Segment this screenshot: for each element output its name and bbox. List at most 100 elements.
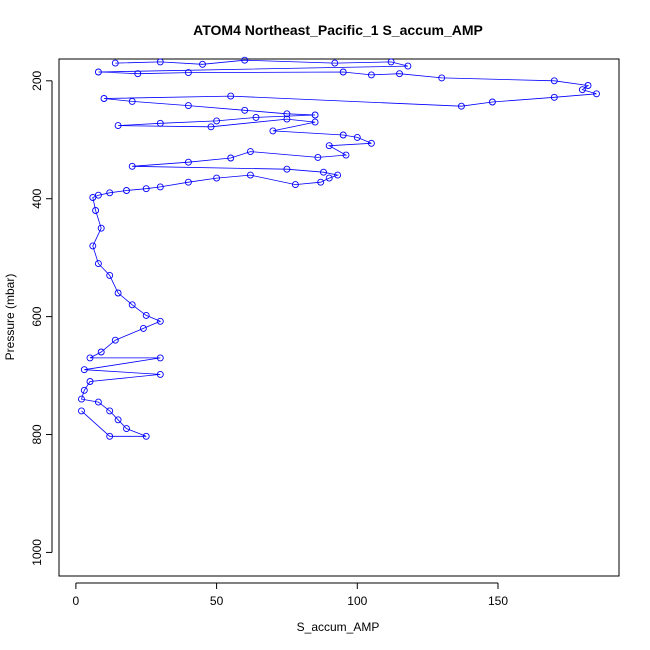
- data-point: [387, 58, 395, 66]
- data-point: [252, 113, 260, 121]
- data-point: [367, 139, 375, 147]
- series-line: [80, 59, 597, 437]
- data-point: [241, 56, 249, 64]
- data-point: [283, 110, 291, 118]
- data-point: [246, 171, 254, 179]
- data-point: [142, 432, 150, 440]
- data-point: [325, 142, 333, 150]
- data-point: [80, 366, 88, 374]
- data-point: [488, 98, 496, 106]
- data-point: [106, 407, 114, 415]
- data-point: [353, 133, 361, 141]
- data-point: [156, 183, 164, 191]
- data-point: [334, 171, 342, 179]
- data-point: [241, 106, 249, 114]
- data-point: [314, 153, 322, 161]
- data-point: [94, 260, 102, 268]
- data-point: [114, 416, 122, 424]
- plot-frame: [58, 58, 620, 577]
- data-point: [156, 354, 164, 362]
- x-tick-label: 50: [210, 594, 224, 608]
- data-point: [114, 122, 122, 130]
- data-point: [438, 74, 446, 82]
- data-point: [342, 151, 350, 159]
- series-layer: [78, 56, 600, 440]
- data-point: [317, 178, 325, 186]
- data-point: [114, 289, 122, 297]
- data-point: [111, 59, 119, 67]
- data-point: [213, 174, 221, 182]
- data-point: [199, 60, 206, 68]
- data-point: [128, 162, 136, 170]
- y-axis: 200 400 600 800 1000: [30, 70, 53, 566]
- data-point: [106, 432, 114, 440]
- y-tick-label: 800: [30, 424, 44, 444]
- data-point: [156, 370, 164, 378]
- data-point: [92, 207, 100, 214]
- data-point: [404, 62, 412, 70]
- data-point: [213, 117, 221, 125]
- data-point: [100, 95, 108, 102]
- data-point: [123, 187, 130, 194]
- data-point: [94, 398, 102, 406]
- data-point: [106, 189, 114, 197]
- y-tick-label: 1000: [30, 539, 44, 566]
- data-point: [584, 82, 592, 89]
- data-point: [89, 194, 97, 201]
- data-point: [184, 69, 192, 77]
- data-point: [457, 102, 465, 110]
- x-tick-label: 150: [488, 594, 508, 608]
- data-point: [311, 111, 319, 119]
- data-point: [156, 58, 164, 66]
- data-point: [111, 336, 119, 344]
- data-point: [80, 386, 88, 394]
- data-point: [78, 407, 85, 415]
- data-point: [128, 97, 136, 105]
- data-point: [86, 378, 94, 385]
- data-point: [311, 118, 319, 126]
- data-point: [156, 119, 164, 127]
- data-point: [227, 154, 235, 162]
- data-point: [578, 86, 586, 94]
- data-point: [593, 90, 600, 98]
- data-point: [134, 70, 142, 78]
- y-tick-label: 200: [30, 70, 44, 90]
- data-point: [291, 181, 299, 189]
- data-point: [184, 102, 192, 110]
- y-tick-label: 400: [30, 188, 44, 208]
- x-axis: 0 50 100 150: [73, 582, 508, 608]
- data-point: [325, 174, 333, 182]
- data-point: [94, 68, 102, 76]
- data-point: [339, 68, 347, 76]
- data-point: [339, 131, 347, 139]
- y-axis-label: Pressure (mbar): [3, 274, 17, 361]
- data-point: [396, 70, 403, 78]
- x-axis-label: S_accum_AMP: [297, 620, 380, 634]
- data-point: [139, 324, 147, 332]
- data-point: [269, 127, 277, 135]
- data-point: [106, 271, 114, 279]
- data-point: [367, 71, 375, 79]
- data-point: [184, 158, 192, 166]
- data-point: [86, 354, 94, 362]
- data-point: [246, 148, 254, 156]
- data-point: [142, 311, 150, 319]
- data-point: [89, 242, 97, 250]
- data-point: [97, 224, 105, 232]
- x-tick-label: 0: [73, 594, 80, 608]
- data-point: [78, 395, 85, 403]
- data-point: [142, 185, 150, 193]
- data-point: [207, 123, 215, 131]
- data-point: [97, 348, 105, 356]
- data-point: [331, 59, 339, 67]
- data-point: [184, 178, 192, 186]
- data-point: [123, 425, 130, 433]
- data-point: [550, 77, 558, 85]
- y-tick-label: 600: [30, 306, 44, 326]
- data-point: [283, 165, 291, 173]
- data-point: [550, 93, 558, 101]
- x-tick-label: 100: [347, 594, 367, 608]
- data-point: [128, 301, 136, 309]
- data-point: [94, 191, 102, 199]
